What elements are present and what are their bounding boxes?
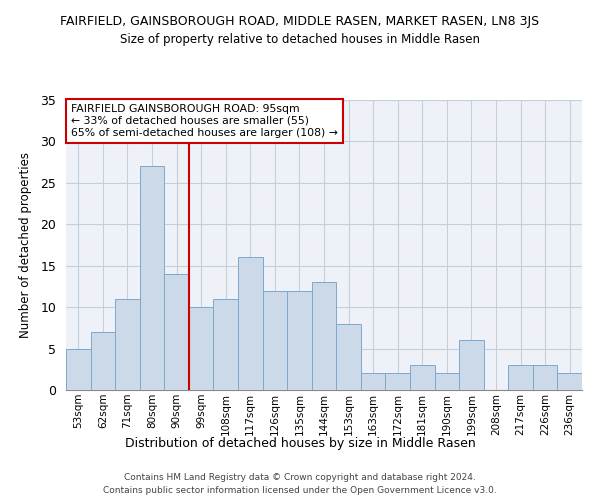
Text: FAIRFIELD, GAINSBOROUGH ROAD, MIDDLE RASEN, MARKET RASEN, LN8 3JS: FAIRFIELD, GAINSBOROUGH ROAD, MIDDLE RAS… — [61, 15, 539, 28]
Y-axis label: Number of detached properties: Number of detached properties — [19, 152, 32, 338]
Bar — [91, 332, 115, 390]
Bar — [336, 324, 361, 390]
Bar — [140, 166, 164, 390]
Bar — [557, 374, 582, 390]
Bar — [189, 307, 214, 390]
Bar — [287, 290, 312, 390]
Bar — [434, 374, 459, 390]
Bar — [533, 365, 557, 390]
Bar — [164, 274, 189, 390]
Bar — [385, 374, 410, 390]
Bar — [66, 348, 91, 390]
Bar — [238, 258, 263, 390]
Text: Contains HM Land Registry data © Crown copyright and database right 2024.: Contains HM Land Registry data © Crown c… — [124, 472, 476, 482]
Text: FAIRFIELD GAINSBOROUGH ROAD: 95sqm
← 33% of detached houses are smaller (55)
65%: FAIRFIELD GAINSBOROUGH ROAD: 95sqm ← 33%… — [71, 104, 338, 138]
Bar — [459, 340, 484, 390]
Bar — [263, 290, 287, 390]
Text: Distribution of detached houses by size in Middle Rasen: Distribution of detached houses by size … — [125, 438, 475, 450]
Bar — [410, 365, 434, 390]
Bar — [508, 365, 533, 390]
Bar — [361, 374, 385, 390]
Bar — [115, 299, 140, 390]
Text: Size of property relative to detached houses in Middle Rasen: Size of property relative to detached ho… — [120, 32, 480, 46]
Bar — [312, 282, 336, 390]
Text: Contains public sector information licensed under the Open Government Licence v3: Contains public sector information licen… — [103, 486, 497, 495]
Bar — [214, 299, 238, 390]
